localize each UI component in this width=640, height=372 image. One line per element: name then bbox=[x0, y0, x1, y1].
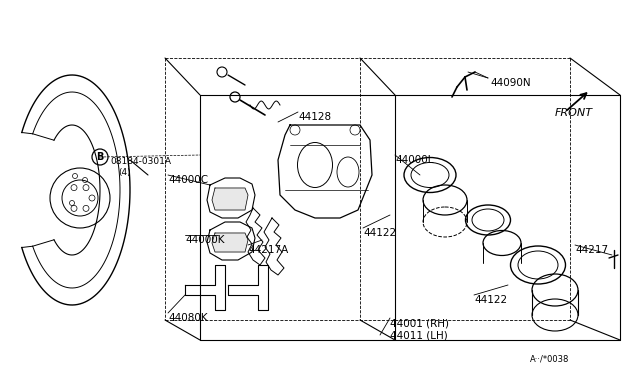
Text: 44001 (RH): 44001 (RH) bbox=[390, 318, 449, 328]
Text: 44000K: 44000K bbox=[185, 235, 225, 245]
Text: 44217: 44217 bbox=[575, 245, 608, 255]
Text: FRONT: FRONT bbox=[555, 108, 593, 118]
Text: (4): (4) bbox=[118, 168, 131, 177]
Polygon shape bbox=[212, 233, 248, 252]
Text: 44080K: 44080K bbox=[168, 313, 207, 323]
Text: A··/*0038: A··/*0038 bbox=[530, 354, 570, 363]
Text: 44000C: 44000C bbox=[168, 175, 208, 185]
Text: 08184-0301A: 08184-0301A bbox=[110, 157, 171, 166]
Text: 44090N: 44090N bbox=[490, 78, 531, 88]
Text: 44128: 44128 bbox=[298, 112, 331, 122]
Polygon shape bbox=[212, 188, 248, 210]
Text: 44000L: 44000L bbox=[395, 155, 433, 165]
Text: 44122: 44122 bbox=[474, 295, 507, 305]
Text: 44217A: 44217A bbox=[248, 245, 288, 255]
Text: B: B bbox=[96, 152, 104, 162]
Text: 44122: 44122 bbox=[363, 228, 396, 238]
Text: 44011 (LH): 44011 (LH) bbox=[390, 330, 448, 340]
